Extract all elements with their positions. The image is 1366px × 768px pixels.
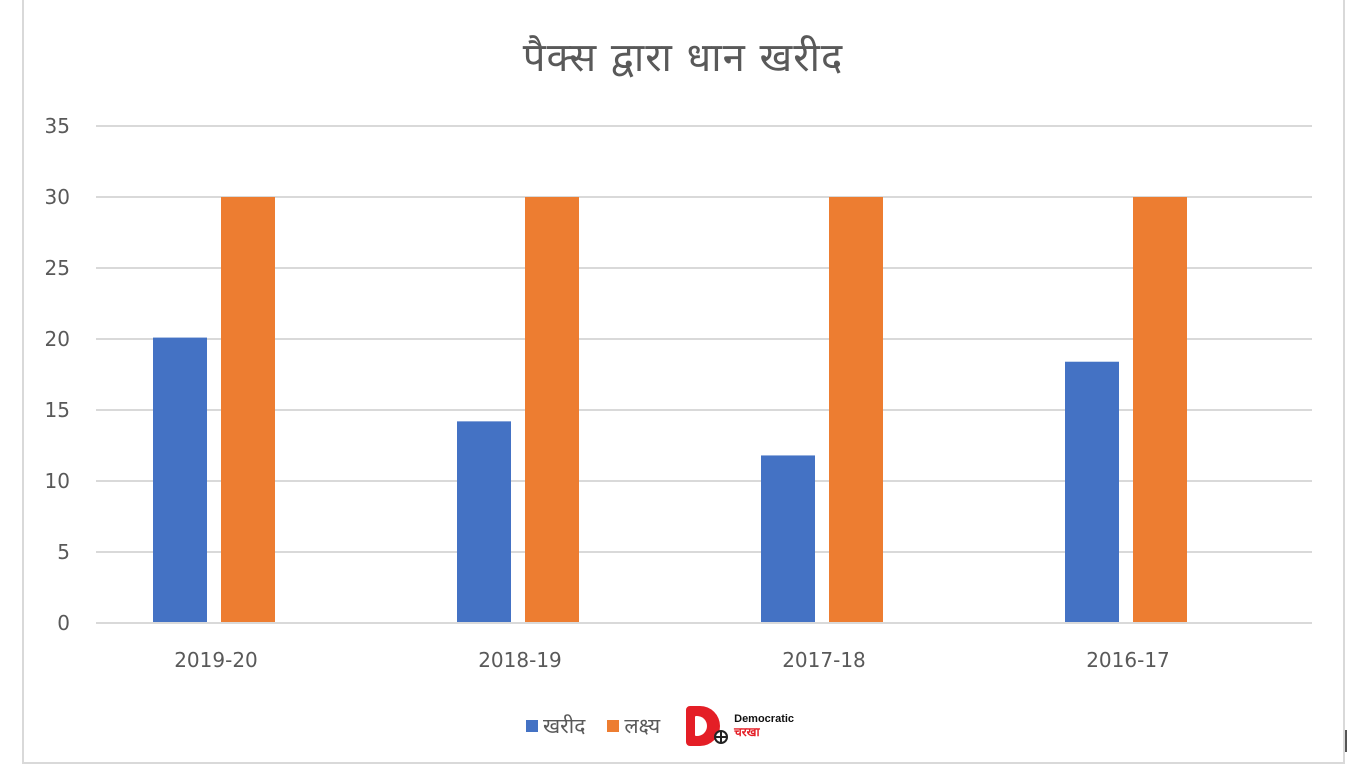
bar-lakshya-2018-19	[525, 197, 579, 623]
legend-label-kharid: खरीद	[543, 714, 586, 738]
logo-text-bottom: चरखा	[734, 725, 760, 739]
y-tick-label-5: 5	[57, 540, 70, 564]
bar-kharid-2018-19	[457, 421, 511, 623]
legend-label-lakshya: लक्ष्य	[624, 714, 661, 738]
bar-kharid-2016-17	[1065, 361, 1119, 623]
logo-text-top: Democratic	[734, 713, 795, 725]
charkha-wheel-icon	[714, 730, 729, 744]
x-tick-label-2019-20: 2019-20	[174, 648, 258, 672]
y-tick-label-35: 35	[45, 114, 70, 138]
legend: खरीद लक्ष्य Democratic चरखा	[526, 706, 794, 746]
bar-kharid-2017-18	[761, 455, 815, 623]
legend-swatch-kharid	[526, 720, 538, 732]
y-tick-label-30: 30	[45, 185, 70, 209]
y-tick-label-25: 25	[45, 256, 70, 280]
bar-kharid-2019-20	[153, 337, 207, 623]
bar-chart: 0 5 10 15 20 25 30 35 2019-20 2018-19 2017-18 2016-…	[45, 114, 1312, 672]
bar-lakshya-2017-18	[829, 197, 883, 623]
bar-lakshya-2019-20	[221, 197, 275, 623]
y-tick-label-0: 0	[57, 611, 70, 635]
chart-title: पैक्स द्वारा धान खरीद	[522, 35, 844, 81]
x-tick-label-2018-19: 2018-19	[478, 648, 562, 672]
democratic-charkha-logo: Democratic चरखा	[686, 706, 794, 746]
y-tick-label-10: 10	[45, 469, 70, 493]
legend-swatch-lakshya	[607, 720, 620, 732]
y-tick-label-20: 20	[45, 327, 70, 351]
x-tick-label-2016-17: 2016-17	[1086, 648, 1170, 672]
frame-edge-mark	[1345, 730, 1347, 752]
bar-lakshya-2016-17	[1133, 197, 1187, 623]
legend-item-lakshya: लक्ष्य	[607, 712, 660, 740]
x-tick-label-2017-18: 2017-18	[782, 648, 866, 672]
legend-item-kharid: खरीद	[526, 712, 585, 740]
logo-text: Democratic चरखा	[734, 713, 794, 739]
y-tick-label-15: 15	[45, 398, 70, 422]
